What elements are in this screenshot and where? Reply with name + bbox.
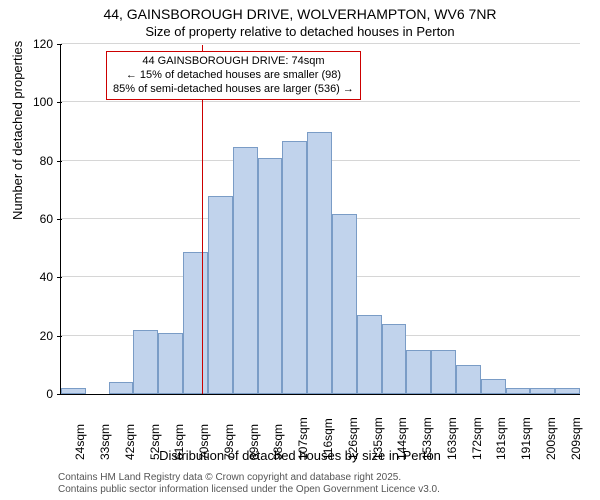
histogram-bar [258,158,283,394]
histogram-bar [431,350,456,394]
grid-line [61,43,580,44]
footer: Contains HM Land Registry data © Crown c… [58,472,440,496]
histogram-bar [208,196,233,394]
y-axis-label: Number of detached properties [10,41,25,220]
histogram-bar [406,350,431,394]
plot-area: 44 GAINSBOROUGH DRIVE: 74sqm← 15% of det… [60,45,580,395]
annotation-box: 44 GAINSBOROUGH DRIVE: 74sqm← 15% of det… [106,51,361,100]
y-tick: 40 [13,270,61,284]
annotation-line: 85% of semi-detached houses are larger (… [113,83,354,97]
histogram-bar [158,333,183,394]
histogram-bar [133,330,158,394]
histogram-bar [183,252,208,395]
chart-title-main: 44, GAINSBOROUGH DRIVE, WOLVERHAMPTON, W… [0,6,600,22]
y-tick: 100 [13,95,61,109]
histogram-bar [307,132,332,394]
y-tick: 60 [13,212,61,226]
histogram-bar [233,147,258,394]
y-tick: 20 [13,329,61,343]
annotation-line: ← 15% of detached houses are smaller (98… [113,69,354,83]
histogram-bar [506,388,531,394]
footer-line-1: Contains HM Land Registry data © Crown c… [58,472,440,484]
chart-container: 44, GAINSBOROUGH DRIVE, WOLVERHAMPTON, W… [0,0,600,500]
histogram-bar [332,214,357,394]
histogram-bar [481,379,506,394]
y-tick: 120 [13,37,61,51]
annotation-line: 44 GAINSBOROUGH DRIVE: 74sqm [113,55,354,69]
histogram-bar [555,388,580,394]
histogram-bar [357,315,382,394]
histogram-bar [456,365,481,394]
histogram-bar [530,388,555,394]
histogram-bar [382,324,407,394]
histogram-bar [282,141,307,394]
y-tick: 0 [13,387,61,401]
y-tick: 80 [13,154,61,168]
footer-line-2: Contains public sector information licen… [58,484,440,496]
x-axis-label: Distribution of detached houses by size … [0,448,600,463]
histogram-bar [61,388,86,394]
histogram-bar [109,382,134,394]
chart-title-sub: Size of property relative to detached ho… [0,24,600,39]
